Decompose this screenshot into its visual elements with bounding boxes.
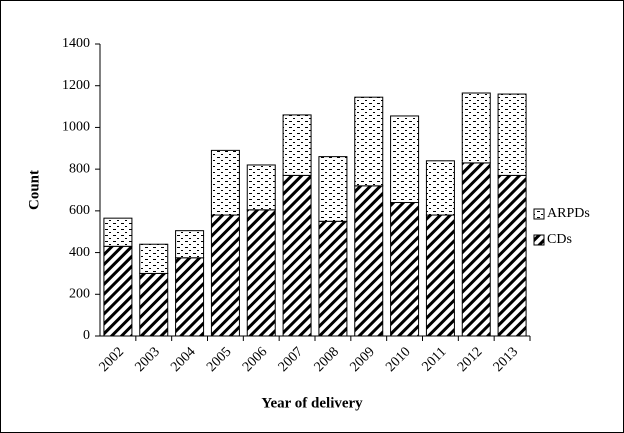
y-tick-label: 200 xyxy=(69,287,90,302)
bar-segment xyxy=(390,202,420,337)
bar-segment xyxy=(175,257,205,337)
bar-segment xyxy=(497,174,527,337)
y-tick-label: 800 xyxy=(69,161,90,176)
y-tick-label: 600 xyxy=(69,203,90,218)
y-tick-label: 1000 xyxy=(62,120,90,135)
bar-segment xyxy=(425,160,455,216)
y-tick-label: 1200 xyxy=(62,78,90,93)
bar-segment xyxy=(497,93,527,176)
bar-segment xyxy=(318,220,348,337)
bar-segment xyxy=(246,209,276,337)
bar-segment xyxy=(282,114,312,176)
legend-label: ARPDs xyxy=(547,206,590,221)
bar-segment xyxy=(354,96,384,187)
bar-segment xyxy=(318,156,348,222)
x-axis-title: Year of delivery xyxy=(261,395,363,411)
bar-segment xyxy=(246,164,276,211)
legend-swatch xyxy=(533,208,545,220)
bar-segment xyxy=(139,243,169,274)
bar-segment xyxy=(103,245,133,337)
y-tick-label: 0 xyxy=(83,328,90,343)
bar-segment xyxy=(139,272,169,337)
bar-segment xyxy=(354,185,384,337)
legend-label: CDs xyxy=(547,232,572,247)
bar-segment xyxy=(390,115,420,204)
bar-segment xyxy=(461,92,491,164)
bar-segment xyxy=(210,149,240,216)
y-axis-title: Count xyxy=(26,170,42,210)
bar-segment xyxy=(103,217,133,247)
bar-segment xyxy=(175,230,205,259)
bar-segment xyxy=(461,162,491,337)
y-tick-label: 400 xyxy=(69,245,90,260)
legend-swatch xyxy=(533,234,545,246)
bar-segment xyxy=(210,214,240,337)
bar-segment xyxy=(282,174,312,337)
bar-segment xyxy=(425,214,455,337)
y-tick-label: 1400 xyxy=(62,36,90,51)
